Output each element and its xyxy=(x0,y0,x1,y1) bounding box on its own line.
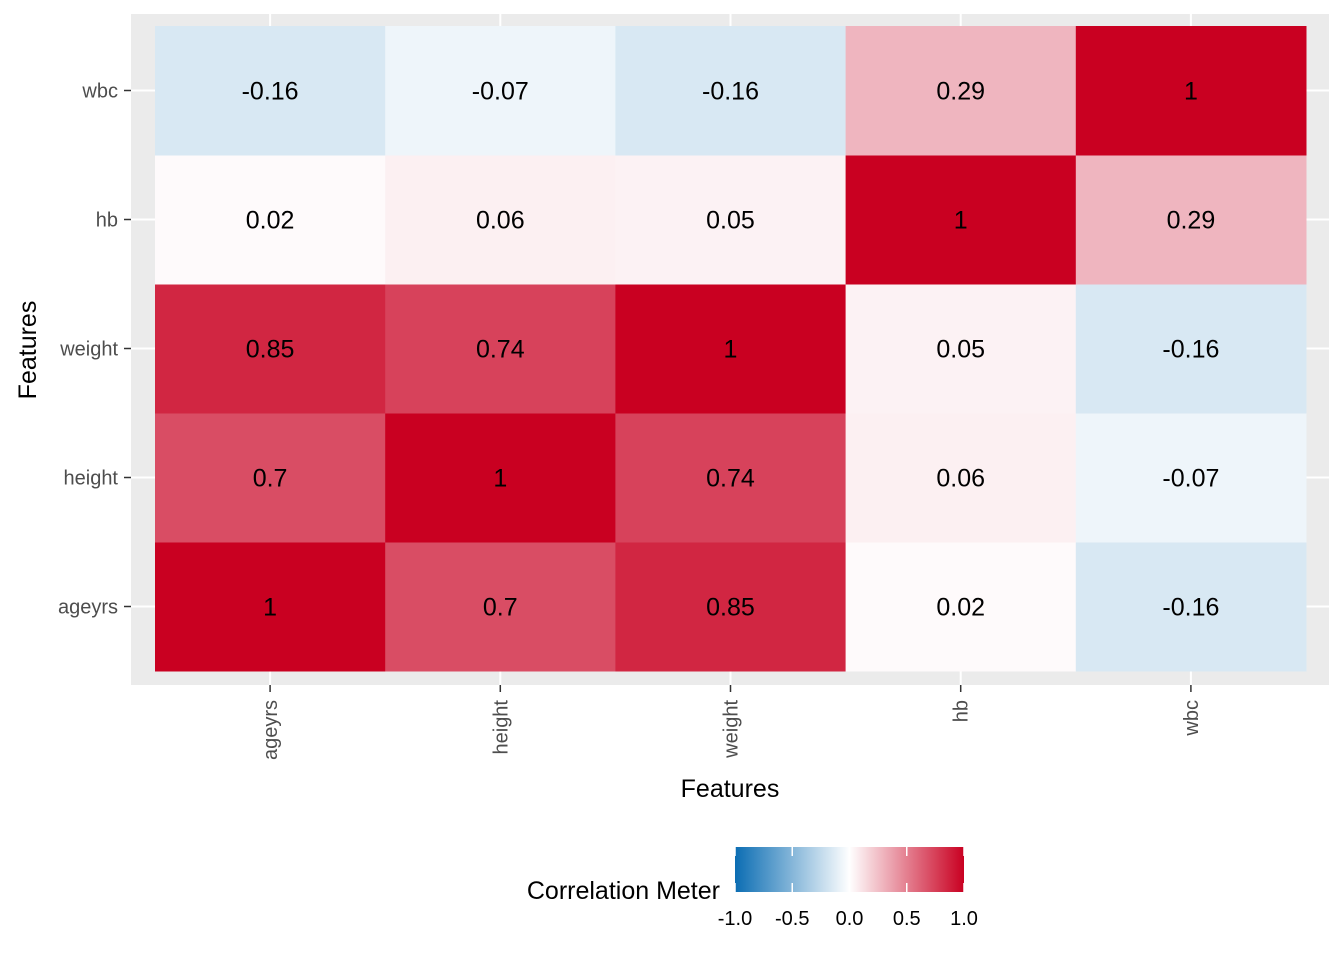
y-tick-label: wbc xyxy=(81,81,118,103)
cell-value-label: 1 xyxy=(493,465,507,493)
cell-value-label: 0.29 xyxy=(936,78,985,106)
y-axis: ageyrs height weight hb wbc xyxy=(58,81,131,619)
cell-value-label: -0.16 xyxy=(242,78,299,106)
cell-value-label: 0.7 xyxy=(253,465,288,493)
heatmap-cell xyxy=(1075,284,1307,414)
heatmap-cell xyxy=(385,26,616,156)
legend-tick-label: -0.5 xyxy=(775,908,809,930)
cell-value-label: -0.16 xyxy=(1162,336,1219,364)
heatmap-cell xyxy=(845,413,1077,543)
heatmap-cell xyxy=(385,284,616,414)
cell-value-label: 0.74 xyxy=(706,465,755,493)
cell-value-label: -0.16 xyxy=(1162,594,1219,622)
x-tick-label: ageyrs xyxy=(260,700,282,760)
heatmap-cell xyxy=(155,542,386,672)
cell-value-label: -0.07 xyxy=(472,78,529,106)
cell-value-label: 0.06 xyxy=(476,207,525,235)
cell-value-label: -0.07 xyxy=(1162,465,1219,493)
heatmap-cell xyxy=(615,155,847,285)
x-tick-label: weight xyxy=(721,700,743,759)
cell-value-label: 0.02 xyxy=(246,207,295,235)
heatmap-cell xyxy=(615,284,847,414)
heatmap-cell xyxy=(385,542,616,672)
y-axis-title: Features xyxy=(14,301,42,400)
x-axis-title: Features xyxy=(681,775,780,803)
x-axis: ageyrs height weight hb wbc xyxy=(260,685,1203,760)
cell-value-label: 0.05 xyxy=(706,207,755,235)
legend-tick-label: 0.5 xyxy=(893,908,921,930)
heatmap-cell xyxy=(155,413,386,543)
cell-value-label: 0.7 xyxy=(483,594,518,622)
legend-tick-label: -1.0 xyxy=(718,908,752,930)
heatmap-cell xyxy=(155,155,386,285)
cell-value-label: 0.05 xyxy=(936,336,985,364)
y-tick-label: ageyrs xyxy=(58,597,118,619)
cell-value-label: 0.02 xyxy=(936,594,985,622)
heatmap-cell xyxy=(845,542,1077,672)
legend-title: Correlation Meter xyxy=(527,877,720,905)
legend: Correlation Meter -1.0 -0.5 0.0 0.5 1.0 xyxy=(527,847,978,930)
cell-value-label: 0.85 xyxy=(246,336,295,364)
heatmap-cell xyxy=(615,413,847,543)
cell-value-label: 1 xyxy=(263,594,277,622)
heatmap-cell xyxy=(1075,542,1307,672)
cell-value-label: 0.29 xyxy=(1167,207,1216,235)
x-tick-label: height xyxy=(490,700,512,755)
heatmap-cell xyxy=(615,26,847,156)
heatmap-cell xyxy=(1075,26,1307,156)
heatmap-cell xyxy=(845,155,1077,285)
x-tick-label: hb xyxy=(951,700,973,722)
heatmap-cell xyxy=(155,284,386,414)
heatmap-cell xyxy=(385,155,616,285)
cell-value-label: 0.74 xyxy=(476,336,525,364)
heatmap-cell xyxy=(155,26,386,156)
legend-tick-label: 0.0 xyxy=(836,908,864,930)
heatmap-cell xyxy=(1075,413,1307,543)
y-tick-label: weight xyxy=(59,339,118,361)
heatmap-cell xyxy=(845,284,1077,414)
cell-value-label: 1 xyxy=(724,336,738,364)
heatmap-cells xyxy=(155,26,1307,672)
cell-value-label: 0.85 xyxy=(706,594,755,622)
x-tick-label: wbc xyxy=(1181,700,1203,737)
heatmap-cell xyxy=(385,413,616,543)
y-tick-label: hb xyxy=(96,210,118,232)
cell-value-label: 1 xyxy=(954,207,968,235)
cell-labels: 1 0.7 0.85 0.02 -0.16 0.7 1 0.74 0.06 -0.07 0.85 0.… xyxy=(242,78,1220,622)
cell-value-label: 1 xyxy=(1184,78,1198,106)
cell-value-label: 0.06 xyxy=(936,465,985,493)
cell-value-label: -0.16 xyxy=(702,78,759,106)
legend-tick-label: 1.0 xyxy=(950,908,978,930)
heatmap-cell xyxy=(615,542,847,672)
y-tick-label: height xyxy=(64,468,119,490)
heatmap-cell xyxy=(1075,155,1307,285)
legend-ticks: -1.0 -0.5 0.0 0.5 1.0 xyxy=(718,847,978,930)
heatmap-cell xyxy=(845,26,1077,156)
